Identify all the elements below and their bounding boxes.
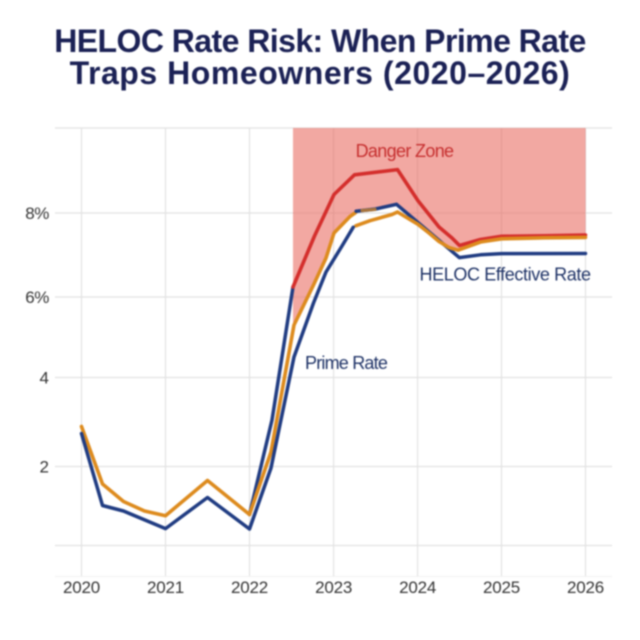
svg-text:2020: 2020 [63,578,100,597]
svg-text:6%: 6% [25,288,49,307]
svg-text:2024: 2024 [399,578,436,597]
svg-text:Danger Zone: Danger Zone [356,141,454,161]
svg-text:2025: 2025 [483,578,520,597]
svg-text:2023: 2023 [315,578,352,597]
svg-text:8%: 8% [25,204,49,223]
svg-text:4: 4 [39,369,48,388]
svg-text:HELOC Effective Rate: HELOC Effective Rate [420,265,592,285]
svg-text:2022: 2022 [231,578,268,597]
svg-text:2: 2 [39,458,48,477]
svg-text:2021: 2021 [147,578,184,597]
svg-text:Prime Rate: Prime Rate [305,353,388,373]
svg-text:2026: 2026 [567,578,604,597]
